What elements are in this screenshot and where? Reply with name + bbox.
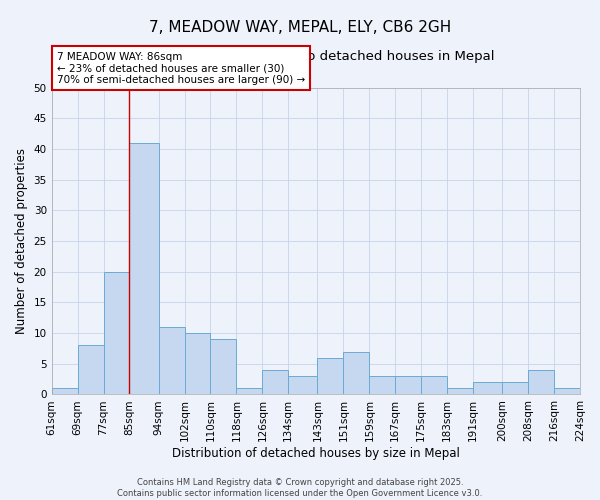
- Text: 7 MEADOW WAY: 86sqm
← 23% of detached houses are smaller (30)
70% of semi-detach: 7 MEADOW WAY: 86sqm ← 23% of detached ho…: [57, 52, 305, 84]
- Bar: [130, 143, 158, 395]
- Bar: [288, 376, 317, 394]
- Bar: [343, 352, 370, 395]
- Bar: [447, 388, 473, 394]
- Bar: [77, 346, 104, 395]
- Bar: [52, 388, 77, 394]
- Bar: [473, 382, 502, 394]
- Bar: [262, 370, 288, 394]
- Text: Contains HM Land Registry data © Crown copyright and database right 2025.
Contai: Contains HM Land Registry data © Crown c…: [118, 478, 482, 498]
- Bar: [395, 376, 421, 394]
- Bar: [236, 388, 262, 394]
- X-axis label: Distribution of detached houses by size in Mepal: Distribution of detached houses by size …: [172, 447, 460, 460]
- Bar: [211, 340, 236, 394]
- Title: Size of property relative to detached houses in Mepal: Size of property relative to detached ho…: [137, 50, 494, 63]
- Bar: [317, 358, 343, 395]
- Text: 7, MEADOW WAY, MEPAL, ELY, CB6 2GH: 7, MEADOW WAY, MEPAL, ELY, CB6 2GH: [149, 20, 451, 35]
- Y-axis label: Number of detached properties: Number of detached properties: [15, 148, 28, 334]
- Bar: [185, 333, 211, 394]
- Bar: [580, 388, 600, 394]
- Bar: [554, 388, 580, 394]
- Bar: [370, 376, 395, 394]
- Bar: [158, 327, 185, 394]
- Bar: [421, 376, 447, 394]
- Bar: [502, 382, 528, 394]
- Bar: [528, 370, 554, 394]
- Bar: [104, 272, 130, 394]
